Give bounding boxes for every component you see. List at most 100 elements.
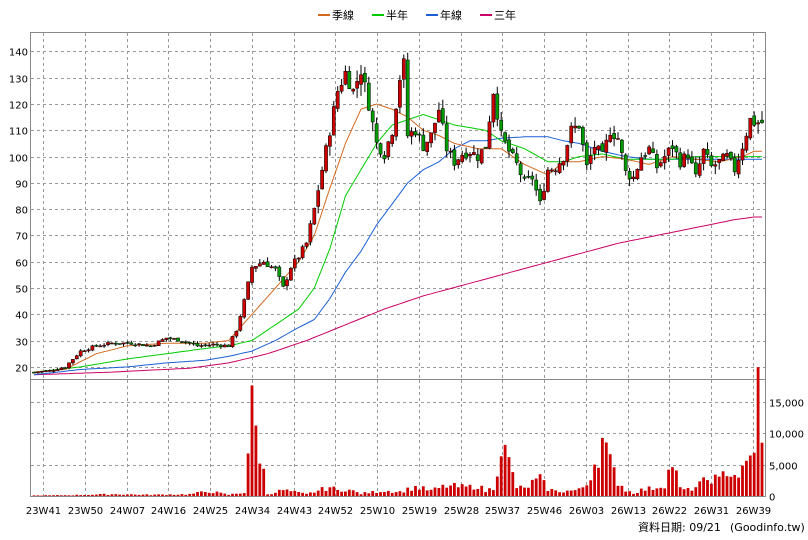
candle-body xyxy=(518,163,523,176)
volume-bar xyxy=(91,494,94,496)
candle-body xyxy=(670,145,675,149)
candle-body xyxy=(549,169,554,172)
volume-bar xyxy=(207,492,211,496)
volume-bar xyxy=(499,456,503,496)
candle-body xyxy=(647,146,651,155)
volume-tick-label: 15,000 xyxy=(769,399,804,410)
candle-body xyxy=(117,343,122,345)
candle-body xyxy=(363,72,367,83)
volume-bar xyxy=(106,494,110,496)
candle-body xyxy=(635,169,640,180)
volume-bar xyxy=(667,469,670,496)
price-tick-label: 130 xyxy=(9,75,28,86)
volume-bar xyxy=(733,475,737,496)
candle-body xyxy=(662,156,667,164)
volume-bar xyxy=(694,487,698,496)
volume-bar xyxy=(620,485,624,496)
candle-body xyxy=(102,344,106,347)
x-tick-label: 24W16 xyxy=(151,506,186,517)
candle-body xyxy=(557,163,562,173)
volume-bar xyxy=(519,485,522,496)
volume-bar xyxy=(32,495,36,496)
volume-bar xyxy=(133,494,137,496)
volume-tick-label: 0 xyxy=(769,493,775,504)
volume-bar xyxy=(161,494,164,496)
candle-body xyxy=(113,342,118,345)
candle-body xyxy=(296,257,301,260)
candle-body xyxy=(674,146,679,153)
candle-body xyxy=(141,344,145,347)
volume-bar xyxy=(678,487,682,496)
candle-body xyxy=(479,149,484,164)
candle-body xyxy=(164,337,169,340)
candle-body xyxy=(292,258,297,269)
candle-body xyxy=(110,342,114,345)
volume-bar xyxy=(192,493,195,496)
volume-bar xyxy=(616,485,620,496)
volume-bar xyxy=(593,464,596,496)
volume-bar xyxy=(153,494,157,496)
candle-body xyxy=(129,342,134,345)
volume-bar xyxy=(200,491,203,496)
candle-body xyxy=(187,341,192,344)
candle-body xyxy=(697,163,702,176)
volume-bar xyxy=(301,492,304,496)
candle-body xyxy=(483,146,488,149)
candle-body xyxy=(121,342,126,345)
price-tick-label: 140 xyxy=(9,48,28,59)
volume-bar xyxy=(367,493,371,496)
legend-label-2: 年線 xyxy=(440,8,462,22)
candle-body xyxy=(740,148,745,161)
volume-bar xyxy=(305,493,308,496)
candle-body xyxy=(651,148,655,153)
candle-body xyxy=(98,345,103,348)
candle-body xyxy=(721,153,725,162)
candle-body xyxy=(300,246,305,258)
volume-bar xyxy=(44,495,48,496)
candle-body xyxy=(394,108,398,137)
volume-bar xyxy=(289,491,293,496)
price-tick-label: 60 xyxy=(15,259,28,270)
volume-bar xyxy=(468,484,472,496)
volume-bar xyxy=(254,425,258,496)
volume-bar xyxy=(122,494,125,496)
volume-bar xyxy=(118,494,121,496)
candle-body xyxy=(304,242,309,247)
volume-bar xyxy=(94,494,98,496)
volume-axis-ticks: 0 5,000 10,000 15,000 xyxy=(769,399,804,504)
candle-body xyxy=(569,125,574,144)
volume-bar xyxy=(141,494,145,496)
volume-bar xyxy=(647,486,651,496)
candle-body xyxy=(55,369,60,371)
volume-bar xyxy=(180,494,184,496)
volume-bar xyxy=(63,495,67,496)
volume-panel: 0 5,000 10,000 15,000 xyxy=(30,367,804,504)
candle-body xyxy=(316,190,321,207)
candle-body xyxy=(386,141,391,157)
x-tick-label: 24W52 xyxy=(318,506,353,517)
volume-bar xyxy=(445,487,449,496)
volume-bar xyxy=(285,489,289,496)
volume-bar xyxy=(636,493,639,496)
candle-body xyxy=(620,139,624,153)
candle-body xyxy=(553,170,558,173)
x-tick-label: 24W07 xyxy=(110,506,145,517)
candle-body xyxy=(269,266,274,268)
candle-body xyxy=(94,345,99,347)
volume-bar xyxy=(484,492,487,496)
volume-bar xyxy=(690,490,694,496)
volume-bar xyxy=(628,491,631,496)
volume-bar xyxy=(565,490,569,496)
candle-body xyxy=(308,223,313,243)
candle-body xyxy=(405,59,410,137)
price-tick-label: 90 xyxy=(15,180,28,191)
volume-bar xyxy=(437,488,441,496)
volume-bar xyxy=(530,479,534,496)
candle-body xyxy=(160,339,165,342)
candle-body xyxy=(616,138,620,140)
candle-body xyxy=(351,88,356,92)
candle-body xyxy=(592,146,597,155)
candle-body xyxy=(421,134,426,151)
volume-bar xyxy=(390,492,394,496)
volume-bar xyxy=(495,476,499,496)
